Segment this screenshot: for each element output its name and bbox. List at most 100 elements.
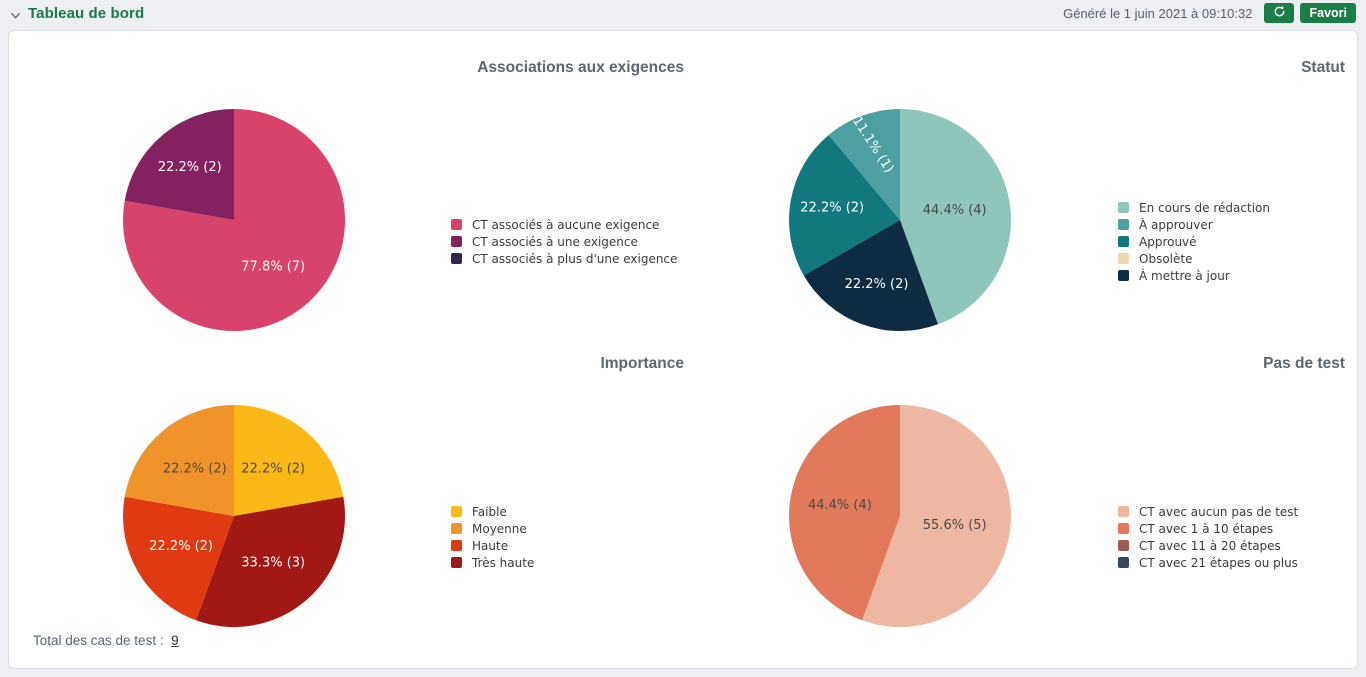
legend-label: Approuvé <box>1139 234 1197 249</box>
chart-legend: Faible Moyenne Haute Très haute <box>451 503 534 571</box>
pie-slice[interactable] <box>124 405 234 516</box>
chart-title: Pas de test <box>1263 355 1345 372</box>
pie-slice-label: 22.2% (2) <box>149 539 213 554</box>
legend-label: CT avec 21 étapes ou plus <box>1139 555 1298 570</box>
legend-label: À approuver <box>1139 217 1213 232</box>
total-label: Total des cas de test : <box>33 633 164 648</box>
legend-swatch <box>451 506 462 517</box>
chart-panel-importance: Importance 22.2% (2) 33.3% (3) 22.2% (2) 22… <box>9 327 696 628</box>
legend-swatch <box>1118 540 1129 551</box>
pie-slice-label: 22.2% (2) <box>845 277 909 292</box>
pie-chart-importance: 22.2% (2) 33.3% (3) 22.2% (2) 22.2% (2) <box>123 405 345 628</box>
legend-label: À mettre à jour <box>1139 268 1230 283</box>
pie-slice-label: 44.4% (4) <box>808 498 872 513</box>
pie-slice[interactable] <box>862 405 1011 627</box>
legend-swatch <box>451 219 462 230</box>
legend-swatch <box>1118 270 1129 281</box>
legend-label: Moyenne <box>472 521 527 536</box>
legend-item: En cours de rédaction <box>1118 199 1270 216</box>
pie-slice-label: 44.4% (4) <box>923 203 987 218</box>
legend-item: CT associés à plus d'une exigence <box>451 250 677 267</box>
pie-chart-associations: 77.8% (7) 22.2% (2) <box>123 109 346 331</box>
legend-label: Faible <box>472 504 507 519</box>
dashboard-topbar: Tableau de bord Généré le 1 juin 2021 à … <box>0 0 1366 24</box>
pie-slice[interactable] <box>124 109 234 220</box>
chevron-down-icon[interactable] <box>10 8 21 19</box>
legend-label: CT associés à une exigence <box>472 234 638 249</box>
legend-swatch <box>1118 236 1129 247</box>
legend-label: CT associés à plus d'une exigence <box>472 251 678 266</box>
chart-title: Associations aux exigences <box>477 59 684 76</box>
total-test-cases: Total des cas de test : 9 <box>33 633 179 648</box>
legend-item: CT associés à une exigence <box>451 233 677 250</box>
legend-swatch <box>451 557 462 568</box>
pie-slice[interactable] <box>788 134 900 276</box>
legend-swatch <box>1118 253 1129 264</box>
legend-label: Très haute <box>472 555 535 570</box>
pie-slice-label: 33.3% (3) <box>241 555 305 570</box>
legend-swatch <box>1118 557 1129 568</box>
legend-swatch <box>1118 202 1129 213</box>
legend-item: CT avec 21 étapes ou plus <box>1118 554 1298 571</box>
legend-label: CT avec 1 à 10 étapes <box>1139 521 1274 536</box>
legend-swatch <box>1118 506 1129 517</box>
legend-label: Haute <box>472 538 509 553</box>
pie-slice[interactable] <box>196 496 345 628</box>
pie-slice[interactable] <box>234 405 344 516</box>
pie-slice-label: 22.2% (2) <box>163 462 227 477</box>
legend-label: CT avec 11 à 20 étapes <box>1139 538 1281 553</box>
favorite-button[interactable]: Favori <box>1300 3 1356 23</box>
legend-item: CT avec 1 à 10 étapes <box>1118 520 1298 537</box>
legend-swatch <box>451 540 462 551</box>
legend-item: Haute <box>451 537 534 554</box>
pie-slice[interactable] <box>123 496 234 621</box>
page-title: Tableau de bord <box>28 4 145 22</box>
legend-swatch <box>1118 523 1129 534</box>
legend-item: À mettre à jour <box>1118 267 1270 284</box>
legend-label: En cours de rédaction <box>1139 200 1270 215</box>
pie-slice-label: 22.2% (2) <box>158 160 222 175</box>
chart-title: Importance <box>600 355 684 372</box>
dashboard-card: Associations aux exigences 77.8% (7) 22.2… <box>8 30 1358 669</box>
chart-legend: CT associés à aucune exigence CT associés… <box>451 216 677 267</box>
legend-item: Obsolète <box>1118 250 1270 267</box>
charts-grid: Associations aux exigences 77.8% (7) 22.2… <box>9 31 1357 628</box>
generated-timestamp: Généré le 1 juin 2021 à 09:10:32 <box>1063 5 1253 21</box>
refresh-button[interactable] <box>1264 3 1295 23</box>
legend-item: Très haute <box>451 554 534 571</box>
pie-slice[interactable] <box>828 109 900 220</box>
pie-slice[interactable] <box>803 220 938 332</box>
legend-item: CT avec 11 à 20 étapes <box>1118 537 1298 554</box>
chart-panel-pas-de-test: Pas de test 55.6% (5) 44.4% (4) CT avec a… <box>696 327 1357 627</box>
chart-panel-statut: Statut 44.4% (4) 22.2% (2) 22.2% (2) 11.1% … <box>696 31 1357 332</box>
legend-swatch <box>1118 219 1129 230</box>
refresh-icon <box>1273 5 1286 21</box>
pie-slice-label: 22.2% (2) <box>241 462 305 477</box>
chart-legend: En cours de rédaction À approuver Approuvé… <box>1118 199 1270 284</box>
legend-item: Moyenne <box>451 520 534 537</box>
legend-label: Obsolète <box>1139 251 1193 266</box>
total-value-link[interactable]: 9 <box>171 633 179 648</box>
pie-slice[interactable] <box>123 109 346 331</box>
pie-slice-label: 77.8% (7) <box>241 259 305 274</box>
legend-item: À approuver <box>1118 216 1270 233</box>
legend-swatch <box>451 236 462 247</box>
pie-chart-pas-de-test: 55.6% (5) 44.4% (4) <box>788 405 1011 627</box>
legend-item: Faible <box>451 503 534 520</box>
chart-legend: CT avec aucun pas de test CT avec 1 à 10 … <box>1118 503 1298 571</box>
dashboard-collapse-toggle[interactable]: Tableau de bord <box>10 5 144 22</box>
legend-label: CT associés à aucune exigence <box>472 217 660 232</box>
pie-slice-label: 22.2% (2) <box>800 201 864 216</box>
legend-item: CT avec aucun pas de test <box>1118 503 1298 520</box>
legend-item: Approuvé <box>1118 233 1270 250</box>
chart-panel-associations: Associations aux exigences 77.8% (7) 22.2… <box>9 31 696 331</box>
pie-chart-statut: 44.4% (4)22.2% (2)22.2% (2)11.1% (1) <box>788 109 1012 332</box>
chart-title: Statut <box>1301 59 1345 76</box>
pie-slice[interactable] <box>900 109 1012 325</box>
pie-slice-label: 55.6% (5) <box>923 518 987 533</box>
legend-label: CT avec aucun pas de test <box>1139 504 1299 519</box>
legend-swatch <box>451 253 462 264</box>
legend-item: CT associés à aucune exigence <box>451 216 677 233</box>
legend-swatch <box>451 523 462 534</box>
pie-slice[interactable] <box>788 405 900 621</box>
